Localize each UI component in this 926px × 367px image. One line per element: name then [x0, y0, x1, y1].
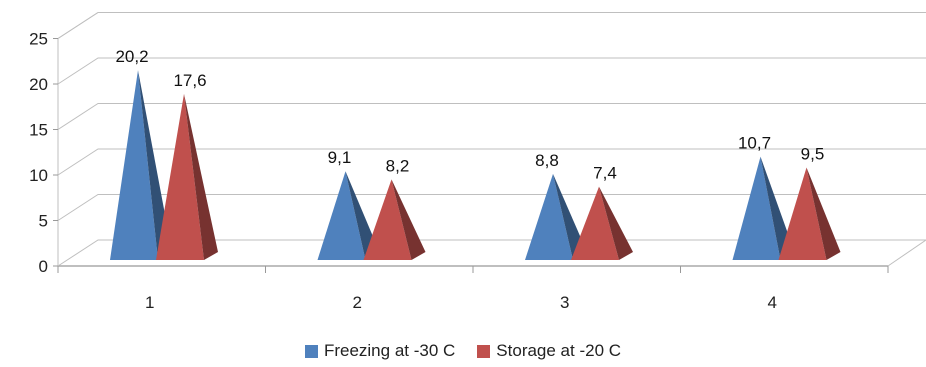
data-label-storage-4: 9,5 [801, 145, 825, 164]
pyramid-storage-1 [156, 93, 218, 260]
data-label-storage-1: 17,6 [173, 71, 206, 90]
legend-swatch-storage [477, 344, 491, 358]
pyramid-freezing-4 [732, 156, 795, 260]
legend: Freezing at -30 C Storage at -20 C [0, 337, 926, 365]
data-label-freezing-1: 20,2 [115, 47, 148, 66]
pyramid-storage-2 [363, 179, 426, 260]
legend-label-freezing: Freezing at -30 C [323, 341, 456, 360]
y-tick-label-15: 15 [29, 121, 48, 140]
legend-label-storage: Storage at -20 C [496, 341, 622, 360]
y-tick-label-0: 0 [39, 257, 48, 276]
gridline-25 [57, 12, 926, 39]
pyramid-storage-3 [571, 186, 633, 260]
data-label-storage-3: 7,4 [593, 164, 617, 183]
gridline-5 [57, 194, 926, 221]
y-tick-label-25: 25 [29, 30, 48, 49]
pyramid-bars [110, 70, 841, 261]
gridline-20 [57, 57, 926, 85]
y-tick-label-10: 10 [29, 166, 48, 185]
gridline-15 [57, 103, 926, 130]
pyramid-freezing-3 [525, 173, 587, 260]
x-tick-label-1: 1 [145, 293, 154, 312]
data-label-freezing-4: 10,7 [738, 134, 771, 153]
x-tick-label-3: 3 [560, 293, 569, 312]
x-tick-label-4: 4 [768, 293, 777, 312]
y-tick-label-5: 5 [39, 212, 48, 231]
legend-item-storage: Storage at -20 C [477, 341, 621, 361]
y-tick-label-20: 20 [29, 75, 48, 94]
y-axis-tick-labels: 0 5 10 15 20 25 [29, 30, 58, 276]
pyramid-storage-4 [778, 167, 841, 260]
pyramid-freezing-2 [317, 171, 380, 260]
gridline-10 [57, 148, 926, 176]
legend-swatch-freezing [304, 344, 318, 358]
x-tick-label-2: 2 [353, 293, 362, 312]
data-label-freezing-2: 9,1 [328, 148, 352, 167]
gridline-0 [57, 239, 926, 267]
legend-item-freezing: Freezing at -30 C [304, 341, 456, 361]
data-label-freezing-3: 8,8 [535, 151, 559, 170]
gridlines [57, 12, 926, 267]
data-label-storage-2: 8,2 [386, 156, 410, 175]
x-axis: 1 2 3 4 [57, 266, 889, 312]
floor-right-edge [887, 239, 926, 267]
pyramid-freezing-1 [110, 70, 172, 261]
data-labels: 20,2 17,6 9,1 8,2 8,8 7,4 10,7 9,5 [115, 47, 824, 182]
